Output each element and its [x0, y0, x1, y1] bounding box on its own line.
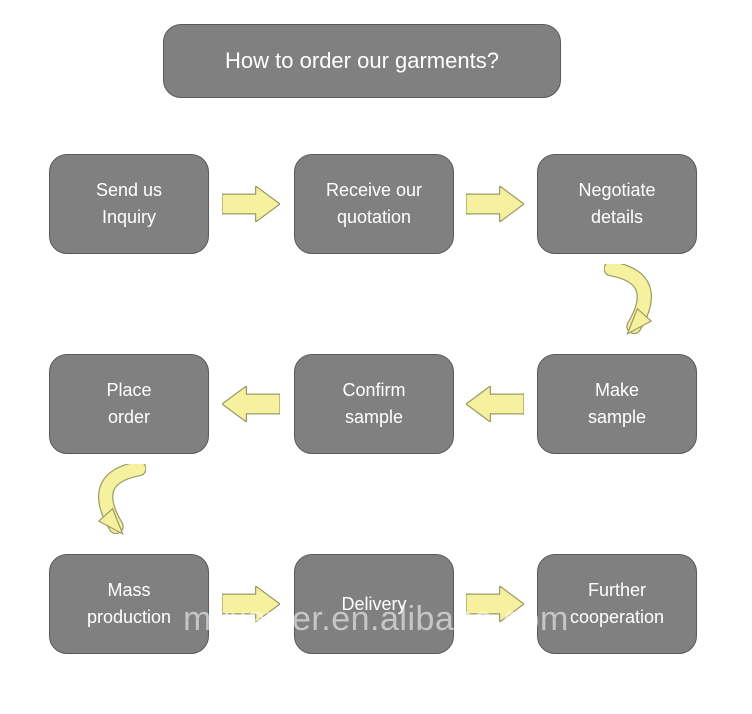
arrow-confirm-to-place [222, 386, 280, 422]
arrow-quotation-to-negotiate [466, 186, 524, 222]
step-quotation: Receive our quotation [294, 154, 454, 254]
step-make: Make sample [537, 354, 697, 454]
arrow-place-to-mass [86, 464, 146, 542]
title-box: How to order our garments? [163, 24, 561, 98]
arrow-negotiate-to-make [604, 264, 664, 342]
arrow-inquiry-to-quotation [222, 186, 280, 222]
arrow-delivery-to-further [466, 586, 524, 622]
step-mass: Mass production [49, 554, 209, 654]
step-inquiry: Send us Inquiry [49, 154, 209, 254]
step-place: Place order [49, 354, 209, 454]
arrow-mass-to-delivery [222, 586, 280, 622]
step-negotiate: Negotiate details [537, 154, 697, 254]
title-text: How to order our garments? [225, 47, 499, 76]
step-further: Further cooperation [537, 554, 697, 654]
arrow-make-to-confirm [466, 386, 524, 422]
step-delivery: Delivery [294, 554, 454, 654]
step-confirm: Confirm sample [294, 354, 454, 454]
